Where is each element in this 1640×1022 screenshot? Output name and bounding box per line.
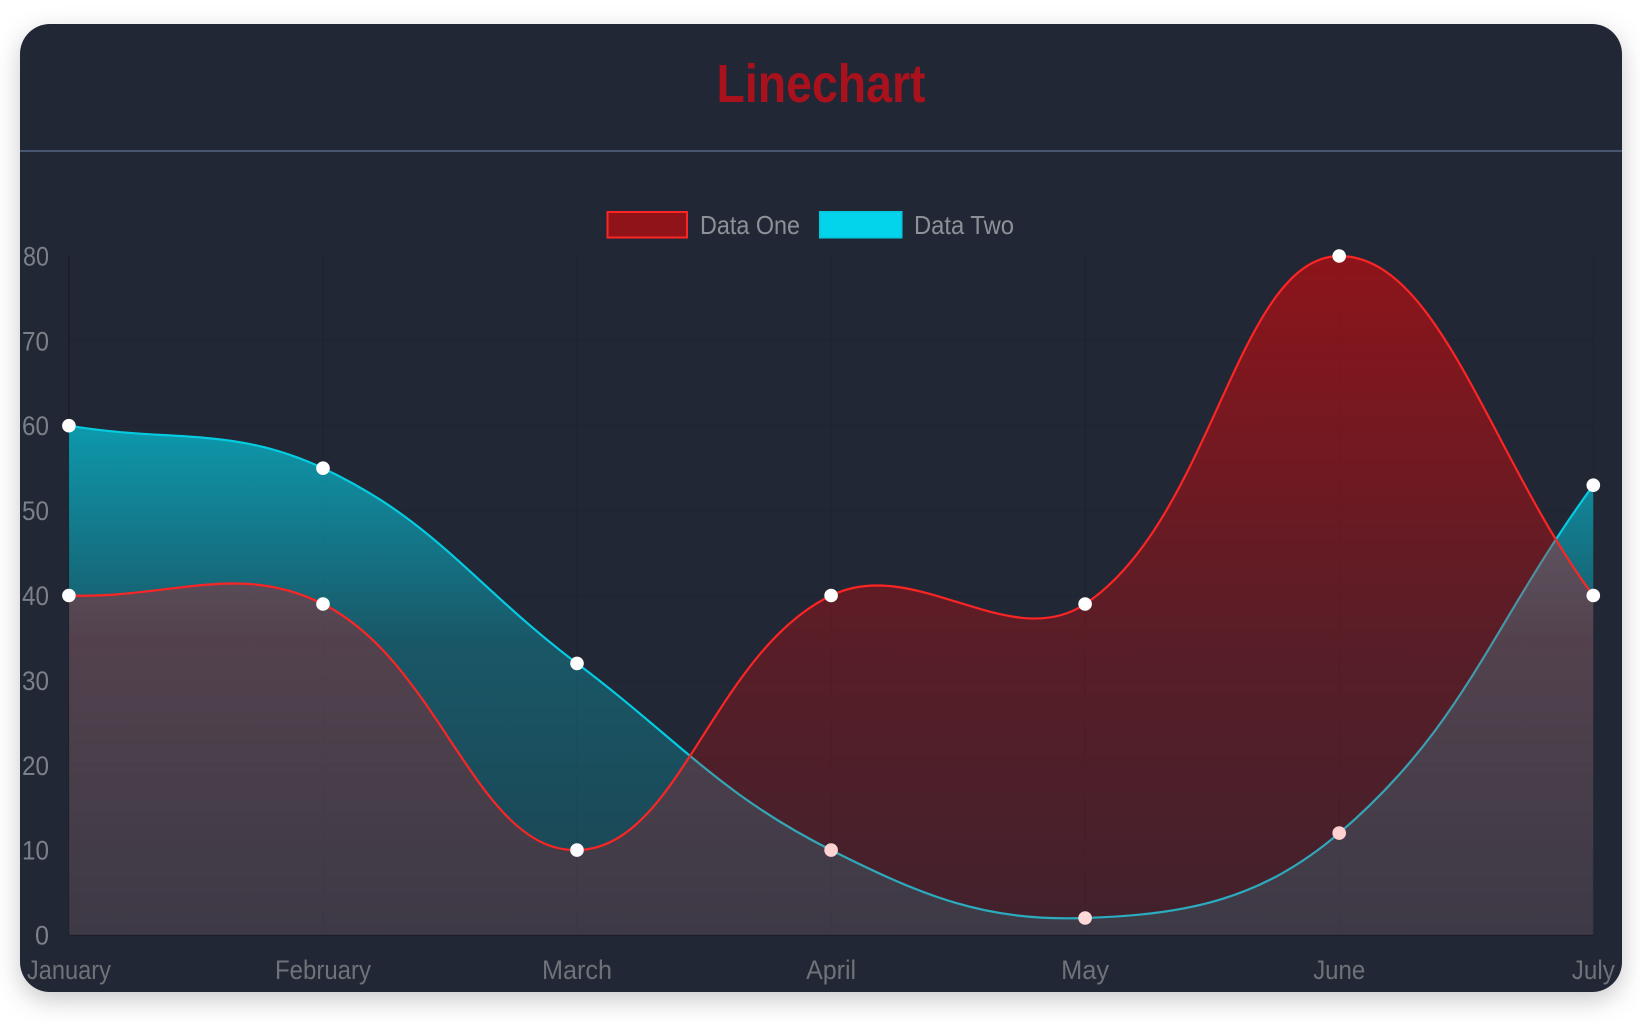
svg-text:50: 50	[22, 496, 49, 526]
svg-text:40: 40	[22, 581, 49, 611]
svg-text:June: June	[1313, 955, 1365, 985]
svg-text:January: January	[27, 955, 111, 985]
svg-text:60: 60	[22, 411, 49, 441]
svg-text:February: February	[275, 955, 371, 985]
svg-text:20: 20	[22, 751, 49, 781]
svg-text:Data One: Data One	[700, 210, 800, 240]
svg-text:30: 30	[22, 666, 49, 696]
svg-text:May: May	[1061, 955, 1109, 985]
svg-text:10: 10	[22, 836, 49, 866]
svg-text:March: March	[542, 955, 612, 985]
svg-text:80: 80	[23, 242, 49, 272]
svg-text:70: 70	[22, 326, 49, 356]
svg-text:0: 0	[35, 921, 49, 951]
svg-text:Data Two: Data Two	[914, 210, 1014, 240]
svg-text:July: July	[1572, 955, 1615, 985]
svg-text:April: April	[806, 955, 856, 985]
